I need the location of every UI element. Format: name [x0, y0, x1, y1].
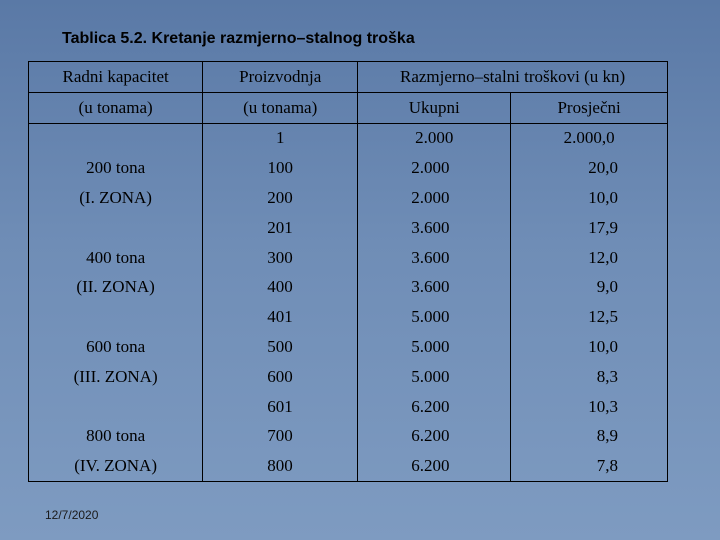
capacity-cell: 200 tona	[27, 153, 204, 184]
average-cost-cell: 2.000,0	[510, 123, 668, 154]
table-row: 400 tona 300 3.600 12,0	[27, 242, 668, 273]
total-cost-cell: 3.600	[357, 212, 512, 243]
total-cost-cell: 5.000	[357, 361, 512, 392]
header-cell: Ukupni	[357, 91, 512, 124]
production-cell: 800	[202, 451, 359, 483]
average-cost-cell: 12,5	[510, 302, 668, 333]
capacity-cell: (I. ZONA)	[27, 183, 204, 213]
header-row-1: Radni kapacitet Proizvodnja Razmjerno–st…	[27, 61, 668, 93]
capacity-cell	[27, 391, 204, 422]
header-cell: (u tonama)	[27, 91, 204, 124]
capacity-cell: (III. ZONA)	[27, 361, 204, 392]
production-cell: 300	[202, 242, 359, 273]
production-cell: 500	[202, 332, 359, 362]
average-cost-cell: 7,8	[510, 451, 668, 483]
production-cell: 400	[202, 272, 359, 303]
header-cell: Radni kapacitet	[27, 61, 204, 93]
average-cost-cell: 20,0	[510, 153, 668, 184]
table-row: 600 tona 500 5.000 10,0	[27, 332, 668, 362]
average-cost-cell: 10,0	[510, 332, 668, 362]
header-cell: Proizvodnja	[202, 61, 359, 93]
total-cost-cell: 6.200	[357, 421, 512, 452]
average-cost-cell: 17,9	[510, 212, 668, 243]
capacity-cell	[27, 302, 204, 333]
total-cost-cell: 3.600	[357, 272, 512, 303]
capacity-cell: 600 tona	[27, 332, 204, 362]
production-cell: 201	[202, 212, 359, 243]
total-cost-cell: 3.600	[357, 242, 512, 273]
table-row: 601 6.200 10,3	[27, 391, 668, 422]
average-cost-cell: 9,0	[510, 272, 668, 303]
capacity-cell: (II. ZONA)	[27, 272, 204, 303]
total-cost-cell: 6.200	[357, 451, 512, 483]
production-cell: 600	[202, 361, 359, 392]
table-row: 800 tona 700 6.200 8,9	[27, 421, 668, 452]
total-cost-cell: 5.000	[357, 332, 512, 362]
average-cost-cell: 12,0	[510, 242, 668, 273]
capacity-cell: 800 tona	[27, 421, 204, 452]
total-cost-cell: 2.000	[357, 183, 512, 213]
total-cost-cell: 6.200	[357, 391, 512, 422]
table-row: (II. ZONA) 400 3.600 9,0	[27, 272, 668, 303]
average-cost-cell: 10,0	[510, 183, 668, 213]
header-row-2: (u tonama) (u tonama) Ukupni Prosječni	[27, 91, 668, 124]
table-row: 201 3.600 17,9	[27, 212, 668, 243]
production-cell: 700	[202, 421, 359, 452]
capacity-cell	[27, 212, 204, 243]
header-cell: Razmjerno–stalni troškovi (u kn)	[357, 61, 668, 93]
table-row: 401 5.000 12,5	[27, 302, 668, 333]
header-cell: (u tonama)	[202, 91, 359, 124]
footer-date: 12/7/2020	[45, 508, 99, 522]
production-cell: 401	[202, 302, 359, 333]
cost-table: Radni kapacitet Proizvodnja Razmjerno–st…	[27, 61, 668, 483]
average-cost-cell: 8,9	[510, 421, 668, 452]
table-row: 1 2.000 2.000,0	[27, 123, 668, 154]
slide-title: Tablica 5.2. Kretanje razmjerno–stalnog …	[62, 30, 415, 47]
production-cell: 100	[202, 153, 359, 184]
capacity-cell: (IV. ZONA)	[27, 451, 204, 483]
capacity-cell: 400 tona	[27, 242, 204, 273]
table-row: 200 tona 100 2.000 20,0	[27, 153, 668, 184]
average-cost-cell: 10,3	[510, 391, 668, 422]
table-row: (IV. ZONA) 800 6.200 7,8	[27, 451, 668, 483]
total-cost-cell: 2.000	[357, 123, 512, 154]
table-row: (I. ZONA) 200 2.000 10,0	[27, 183, 668, 213]
average-cost-cell: 8,3	[510, 361, 668, 392]
table-row: (III. ZONA) 600 5.000 8,3	[27, 361, 668, 392]
total-cost-cell: 2.000	[357, 153, 512, 184]
total-cost-cell: 5.000	[357, 302, 512, 333]
production-cell: 200	[202, 183, 359, 213]
capacity-cell	[27, 123, 204, 154]
production-cell: 601	[202, 391, 359, 422]
production-cell: 1	[202, 123, 359, 154]
header-cell: Prosječni	[510, 91, 668, 124]
